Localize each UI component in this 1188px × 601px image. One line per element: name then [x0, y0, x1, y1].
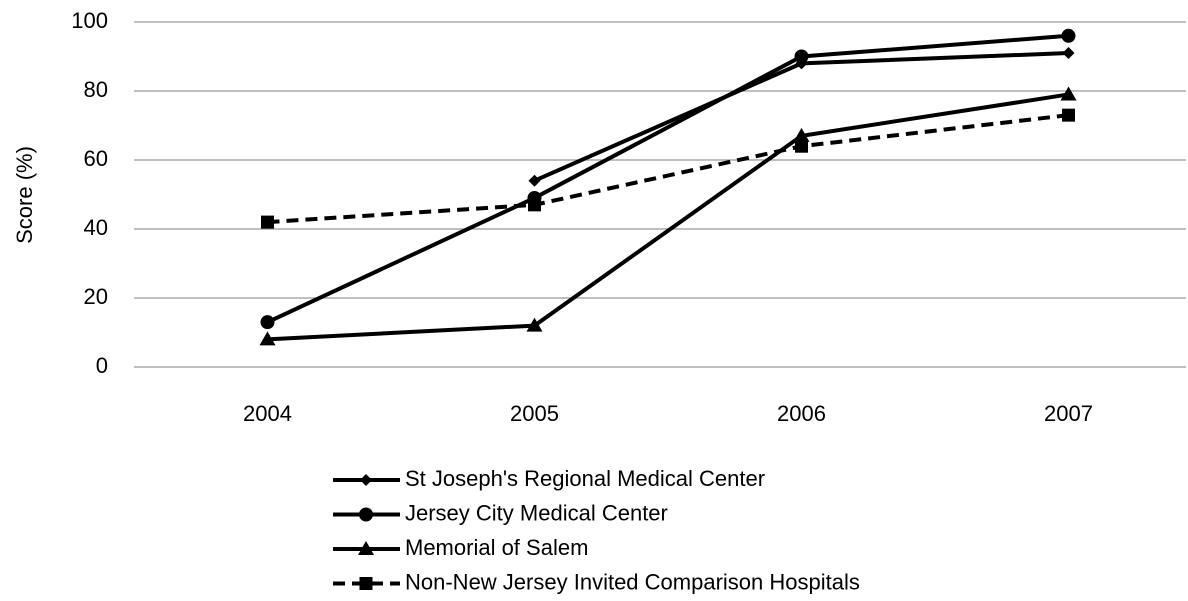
marker	[795, 139, 808, 153]
x-tick-label: 2004	[243, 401, 292, 426]
legend-marker	[358, 541, 374, 555]
x-tick-label: 2005	[510, 401, 559, 426]
marker	[794, 49, 809, 64]
marker	[528, 174, 541, 187]
legend-marker	[359, 577, 373, 590]
series-line	[267, 92, 1069, 342]
legend-label: St Joseph's Regional Medical Center	[405, 466, 765, 491]
marker	[1062, 47, 1075, 60]
legend-label: Jersey City Medical Center	[405, 500, 668, 525]
legend-label: Memorial of Salem	[405, 535, 588, 560]
x-tick-label: 2007	[1044, 401, 1093, 426]
y-tick-label: 20	[84, 284, 108, 309]
y-tick-label: 40	[84, 215, 108, 240]
marker	[261, 215, 274, 229]
marker	[793, 127, 810, 142]
y-tick-label: 80	[84, 77, 108, 102]
legend-marker	[359, 507, 373, 522]
x-tick-label: 2006	[777, 401, 826, 426]
y-axis-label: Score (%)	[12, 146, 37, 244]
y-tick-label: 60	[84, 146, 108, 171]
legend-marker	[360, 474, 372, 486]
marker	[528, 198, 541, 212]
marker	[1061, 28, 1076, 43]
marker	[526, 317, 543, 332]
series-line	[267, 113, 1069, 225]
marker	[1062, 108, 1075, 122]
marker	[260, 315, 275, 330]
marker	[259, 331, 276, 346]
y-tick-label: 0	[96, 353, 108, 378]
series-line	[266, 33, 1069, 324]
y-tick-label: 100	[71, 8, 108, 33]
series-line	[533, 51, 1069, 183]
marker	[1060, 86, 1077, 101]
legend-label: Non-New Jersey Invited Comparison Hospit…	[405, 569, 860, 594]
